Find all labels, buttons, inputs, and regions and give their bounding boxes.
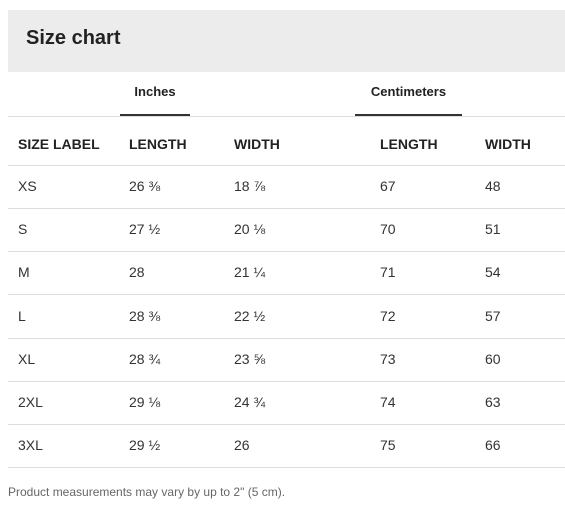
cell: 18 ⅞ (234, 178, 266, 194)
cell: 48 (485, 178, 501, 194)
cell: 67 (380, 178, 396, 194)
cell: 28 ¾ (129, 350, 161, 367)
cell: 20 ⅛ (234, 221, 266, 238)
column-header: SIZE LABEL (18, 136, 100, 152)
cell: 72 (380, 307, 396, 324)
row-divider (8, 467, 565, 469)
cell: 23 ⅝ (234, 350, 266, 367)
header-bar (8, 10, 565, 72)
footnote: Product measurements may vary by up to 2… (8, 485, 286, 499)
cell: 74 (380, 394, 396, 410)
row-divider (8, 165, 565, 166)
divider (8, 116, 565, 117)
row-divider (8, 424, 565, 425)
cell: M (18, 264, 30, 281)
cell: 26 ⅜ (129, 178, 161, 194)
cell: 60 (485, 350, 501, 367)
cell: XL (18, 350, 36, 367)
row-divider (8, 294, 565, 296)
cell: 66 (485, 437, 501, 454)
tab[interactable]: Centimeters (370, 84, 447, 99)
cell: 2XL (18, 394, 43, 410)
cell: 51 (485, 221, 501, 238)
row-divider (8, 380, 565, 382)
column-header: WIDTH (234, 136, 280, 152)
cell: 22 ½ (234, 307, 266, 324)
cell: 71 (380, 264, 396, 281)
cell: 3XL (18, 437, 43, 454)
cell: 29 ½ (129, 437, 161, 454)
cell: 57 (485, 307, 501, 324)
tab[interactable]: Inches (134, 84, 176, 99)
tab-underline (120, 114, 190, 116)
cell: 26 (234, 437, 250, 454)
cell: 24 ¾ (234, 394, 266, 410)
cell: S (18, 221, 28, 238)
cell: 70 (380, 221, 396, 238)
column-header: WIDTH (485, 136, 531, 152)
title: Size chart (26, 27, 121, 49)
cell: 28 (129, 264, 145, 281)
row-divider (8, 337, 565, 339)
cell: 63 (485, 394, 501, 410)
cell: 28 ⅜ (129, 307, 161, 324)
cell: 29 ⅛ (129, 394, 161, 410)
cell: 75 (380, 437, 396, 454)
cell: 27 ½ (129, 221, 161, 238)
cell: 21 ¼ (234, 264, 266, 281)
cell: 54 (485, 264, 501, 281)
column-header: LENGTH (380, 136, 438, 152)
row-divider (8, 208, 565, 209)
row-divider (8, 251, 565, 253)
cell: 73 (380, 350, 396, 367)
tab-underline (355, 114, 462, 116)
column-header: LENGTH (129, 136, 187, 152)
cell: XS (18, 178, 37, 194)
cell: L (18, 307, 26, 324)
